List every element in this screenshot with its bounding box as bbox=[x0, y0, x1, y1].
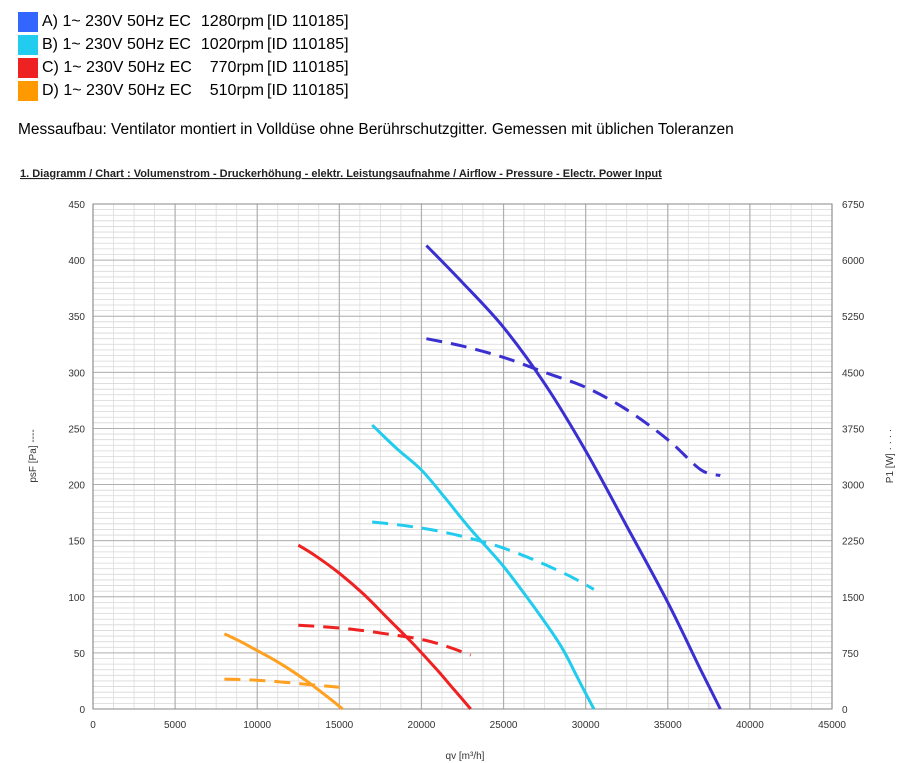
legend-id-d: [ID 110185] bbox=[267, 82, 349, 99]
y-tick-label: 350 bbox=[68, 312, 85, 323]
y-tick-label: 450 bbox=[68, 200, 85, 211]
y2-tick-label: 750 bbox=[842, 649, 859, 660]
series-line-D-pressure bbox=[223, 632, 344, 711]
legend-entry-d: D) 1~ 230V 50Hz EC 510rpm [ID 110185] bbox=[18, 79, 349, 102]
x-tick-label: 30000 bbox=[572, 720, 600, 731]
y-tick-label: 400 bbox=[68, 256, 85, 267]
y-tick-label: 100 bbox=[68, 593, 85, 604]
y-tick-label: 300 bbox=[68, 368, 85, 379]
legend-swatch-a bbox=[18, 11, 38, 32]
y-tick-label: 0 bbox=[79, 705, 85, 716]
y-tick-label: 50 bbox=[74, 649, 86, 660]
x-tick-label: 35000 bbox=[654, 720, 682, 731]
x-tick-label: 10000 bbox=[243, 720, 271, 731]
legend-swatch-d bbox=[18, 80, 38, 101]
legend-rpm-b: 1020rpm bbox=[200, 36, 264, 53]
x-tick-label: 0 bbox=[90, 720, 96, 731]
legend-rpm-d: 510rpm bbox=[209, 82, 264, 99]
y2-tick-label: 3750 bbox=[842, 424, 865, 435]
series-line-C-pressure bbox=[297, 543, 472, 710]
measurement-setup-text: Messaufbau: Ventilator montiert in Volld… bbox=[18, 121, 734, 138]
series-line-D-power bbox=[224, 677, 340, 689]
y2-tick-label: 4500 bbox=[842, 368, 865, 379]
series-line-B-pressure bbox=[371, 424, 596, 710]
legend-entry-b: B) 1~ 230V 50Hz EC 1020rpm [ID 110185] bbox=[18, 33, 349, 56]
chart-title: 1. Diagramm / Chart : Volumenstrom - Dru… bbox=[20, 168, 662, 180]
legend-entry-c: C) 1~ 230V 50Hz EC 770rpm [ID 110185] bbox=[18, 56, 349, 79]
legend-id-a: [ID 110185] bbox=[267, 13, 349, 30]
series-line-A-pressure bbox=[425, 244, 722, 710]
x-tick-label: 5000 bbox=[164, 720, 187, 731]
legend-swatch-c bbox=[18, 57, 38, 78]
series-line-B-power bbox=[372, 520, 595, 591]
series-line-C-power bbox=[298, 623, 472, 657]
legend-id-c: [ID 110185] bbox=[267, 59, 349, 76]
y2-tick-label: 3000 bbox=[842, 481, 865, 492]
x-tick-label: 25000 bbox=[490, 720, 518, 731]
y2-tick-label: 5250 bbox=[842, 312, 865, 323]
legend: A) 1~ 230V 50Hz EC 1280rpm [ID 110185] B… bbox=[18, 10, 349, 102]
legend-rpm-a: 1280rpm bbox=[200, 13, 264, 30]
x-tick-label: 15000 bbox=[325, 720, 353, 731]
x-axis-label: qv [m³/h] bbox=[446, 751, 485, 762]
x-tick-label: 45000 bbox=[818, 720, 846, 731]
y-tick-label: 150 bbox=[68, 537, 85, 548]
legend-label-d: D) 1~ 230V 50Hz EC bbox=[42, 82, 192, 99]
y2-axis-label: P1 [W] · · · · bbox=[885, 429, 896, 483]
legend-rpm-c: 770rpm bbox=[209, 59, 264, 76]
legend-label-a: A) 1~ 230V 50Hz EC bbox=[42, 13, 191, 30]
y2-tick-label: 0 bbox=[842, 705, 848, 716]
y-tick-label: 250 bbox=[68, 424, 85, 435]
x-tick-label: 20000 bbox=[408, 720, 436, 731]
legend-id-b: [ID 110185] bbox=[267, 36, 349, 53]
x-tick-label: 40000 bbox=[736, 720, 764, 731]
y2-tick-label: 1500 bbox=[842, 593, 865, 604]
y2-tick-label: 2250 bbox=[842, 537, 865, 548]
y2-tick-label: 6000 bbox=[842, 256, 865, 267]
legend-label-c: C) 1~ 230V 50Hz EC bbox=[42, 59, 192, 76]
legend-label-b: B) 1~ 230V 50Hz EC bbox=[42, 36, 191, 53]
plot-frame bbox=[92, 203, 833, 710]
legend-swatch-b bbox=[18, 34, 38, 55]
y2-tick-label: 6750 bbox=[842, 200, 865, 211]
y-tick-label: 200 bbox=[68, 481, 85, 492]
legend-entry-a: A) 1~ 230V 50Hz EC 1280rpm [ID 110185] bbox=[18, 10, 349, 33]
y-axis-label: psF [Pa] ---- bbox=[28, 429, 39, 482]
